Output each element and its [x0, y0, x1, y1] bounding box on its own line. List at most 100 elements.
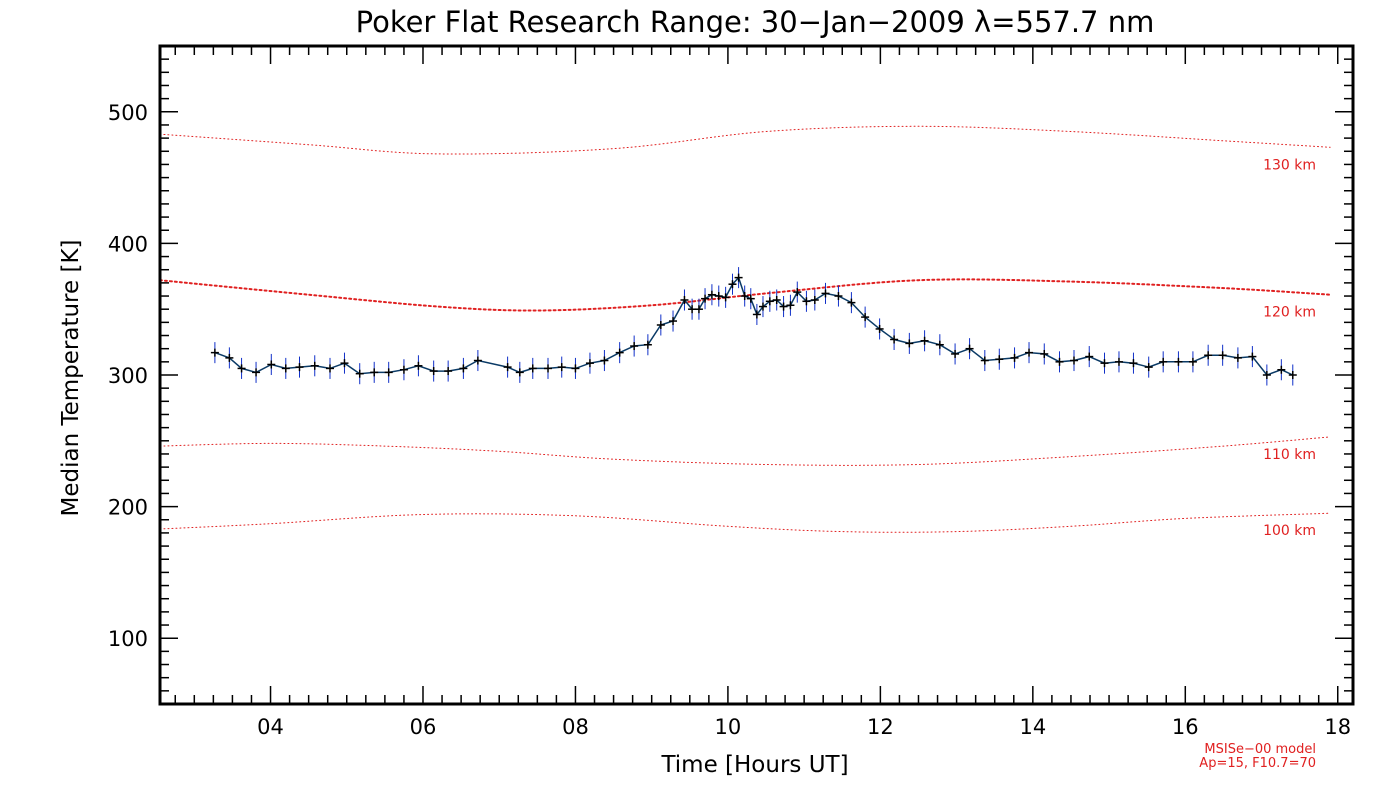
x-tick-label: 16	[1172, 715, 1199, 739]
data-point	[643, 334, 652, 356]
data-point	[630, 335, 639, 357]
data-point	[1085, 346, 1094, 368]
data-point	[951, 343, 960, 365]
data-point	[429, 360, 438, 382]
data-point	[1188, 351, 1197, 373]
data-point	[557, 356, 566, 378]
data-point	[834, 285, 843, 307]
y-tick-label: 200	[108, 496, 148, 520]
y-tick-label: 400	[108, 232, 148, 256]
data-point	[225, 347, 234, 369]
data-point	[980, 349, 989, 372]
data-point	[1055, 351, 1064, 373]
model-footnote-params: Ap=15, F10.7=70	[1199, 756, 1316, 771]
data-point	[444, 360, 453, 382]
axis-tick-labels: 04 06 08 10 12 14 16 18 100 200 300 400 500	[108, 101, 1351, 739]
data-point	[252, 361, 261, 383]
x-tick-label: 12	[867, 715, 894, 739]
data-point	[503, 356, 512, 378]
data-point	[734, 267, 743, 289]
data-point	[920, 330, 929, 352]
data-point	[821, 282, 830, 304]
y-tick-label: 500	[108, 101, 148, 125]
temperature-series	[210, 267, 1297, 386]
y-axis-label: Median Temperature [K]	[58, 240, 84, 517]
data-point	[875, 318, 884, 340]
data-point	[1218, 344, 1227, 366]
data-point	[1040, 343, 1049, 365]
model-footnote-name: MSISe−00 model	[1204, 742, 1316, 757]
data-point	[1248, 346, 1257, 368]
data-point	[707, 284, 716, 306]
data-point	[600, 349, 609, 372]
data-point	[1174, 351, 1183, 373]
data-point	[515, 361, 524, 383]
model-curve-label: 100 km	[1263, 523, 1316, 539]
model-curve-label: 120 km	[1263, 305, 1316, 321]
data-point	[399, 359, 408, 381]
data-point	[1277, 359, 1286, 381]
model-curve-100-km	[159, 512, 1331, 533]
model-curve-110-km	[159, 436, 1331, 466]
data-point	[1288, 364, 1297, 386]
data-point	[890, 328, 899, 350]
data-point	[571, 357, 580, 379]
data-point	[1144, 356, 1153, 378]
chart-title: Poker Flat Research Range: 30−Jan−2009 λ…	[356, 5, 1155, 39]
x-tick-label: 18	[1324, 715, 1351, 739]
x-tick-label: 14	[1019, 715, 1046, 739]
data-point	[810, 289, 819, 311]
data-point	[1129, 352, 1138, 374]
data-point	[847, 292, 856, 314]
data-point	[370, 361, 379, 383]
x-axis-label: Time [Hours UT]	[660, 752, 848, 778]
data-point	[1159, 351, 1168, 373]
data-point	[414, 355, 423, 377]
data-point	[786, 294, 795, 316]
model-curve-label: 110 km	[1263, 447, 1316, 463]
data-point	[1262, 364, 1271, 386]
plot-frame	[158, 44, 1355, 706]
model-curve-120-km	[159, 278, 1332, 312]
model-curve-130-km	[159, 125, 1331, 155]
x-tick-label: 10	[715, 715, 742, 739]
data-point	[1114, 351, 1123, 373]
data-point	[721, 286, 730, 308]
data-point	[237, 357, 246, 379]
data-point	[528, 357, 537, 379]
data-point	[459, 357, 468, 379]
data-point	[935, 334, 944, 356]
data-point	[694, 298, 703, 320]
data-point	[544, 357, 553, 379]
data-point	[384, 361, 393, 383]
data-point	[701, 288, 710, 310]
data-point	[295, 356, 304, 378]
data-point	[615, 342, 624, 364]
data-point	[210, 342, 219, 364]
data-point	[1010, 347, 1019, 369]
data-point	[1100, 352, 1109, 374]
data-point	[310, 355, 319, 377]
y-tick-label: 100	[108, 627, 148, 651]
data-point	[669, 310, 678, 332]
data-point	[740, 285, 749, 307]
data-point	[793, 281, 802, 303]
data-point	[728, 273, 737, 295]
model-curves: 130 km 120 km 110 km 100 km	[159, 125, 1332, 539]
data-point	[779, 296, 788, 318]
data-point	[995, 348, 1004, 370]
data-point	[1069, 349, 1078, 372]
data-point	[758, 296, 767, 318]
data-point	[861, 306, 870, 328]
data-point	[802, 290, 811, 312]
data-point	[1233, 347, 1242, 369]
data-point	[746, 288, 755, 310]
y-tick-label: 300	[108, 364, 148, 388]
data-point	[752, 303, 761, 325]
data-point	[772, 289, 781, 311]
data-point	[1025, 342, 1034, 364]
data-point	[688, 298, 697, 320]
data-point	[656, 314, 665, 336]
data-point	[340, 352, 349, 374]
